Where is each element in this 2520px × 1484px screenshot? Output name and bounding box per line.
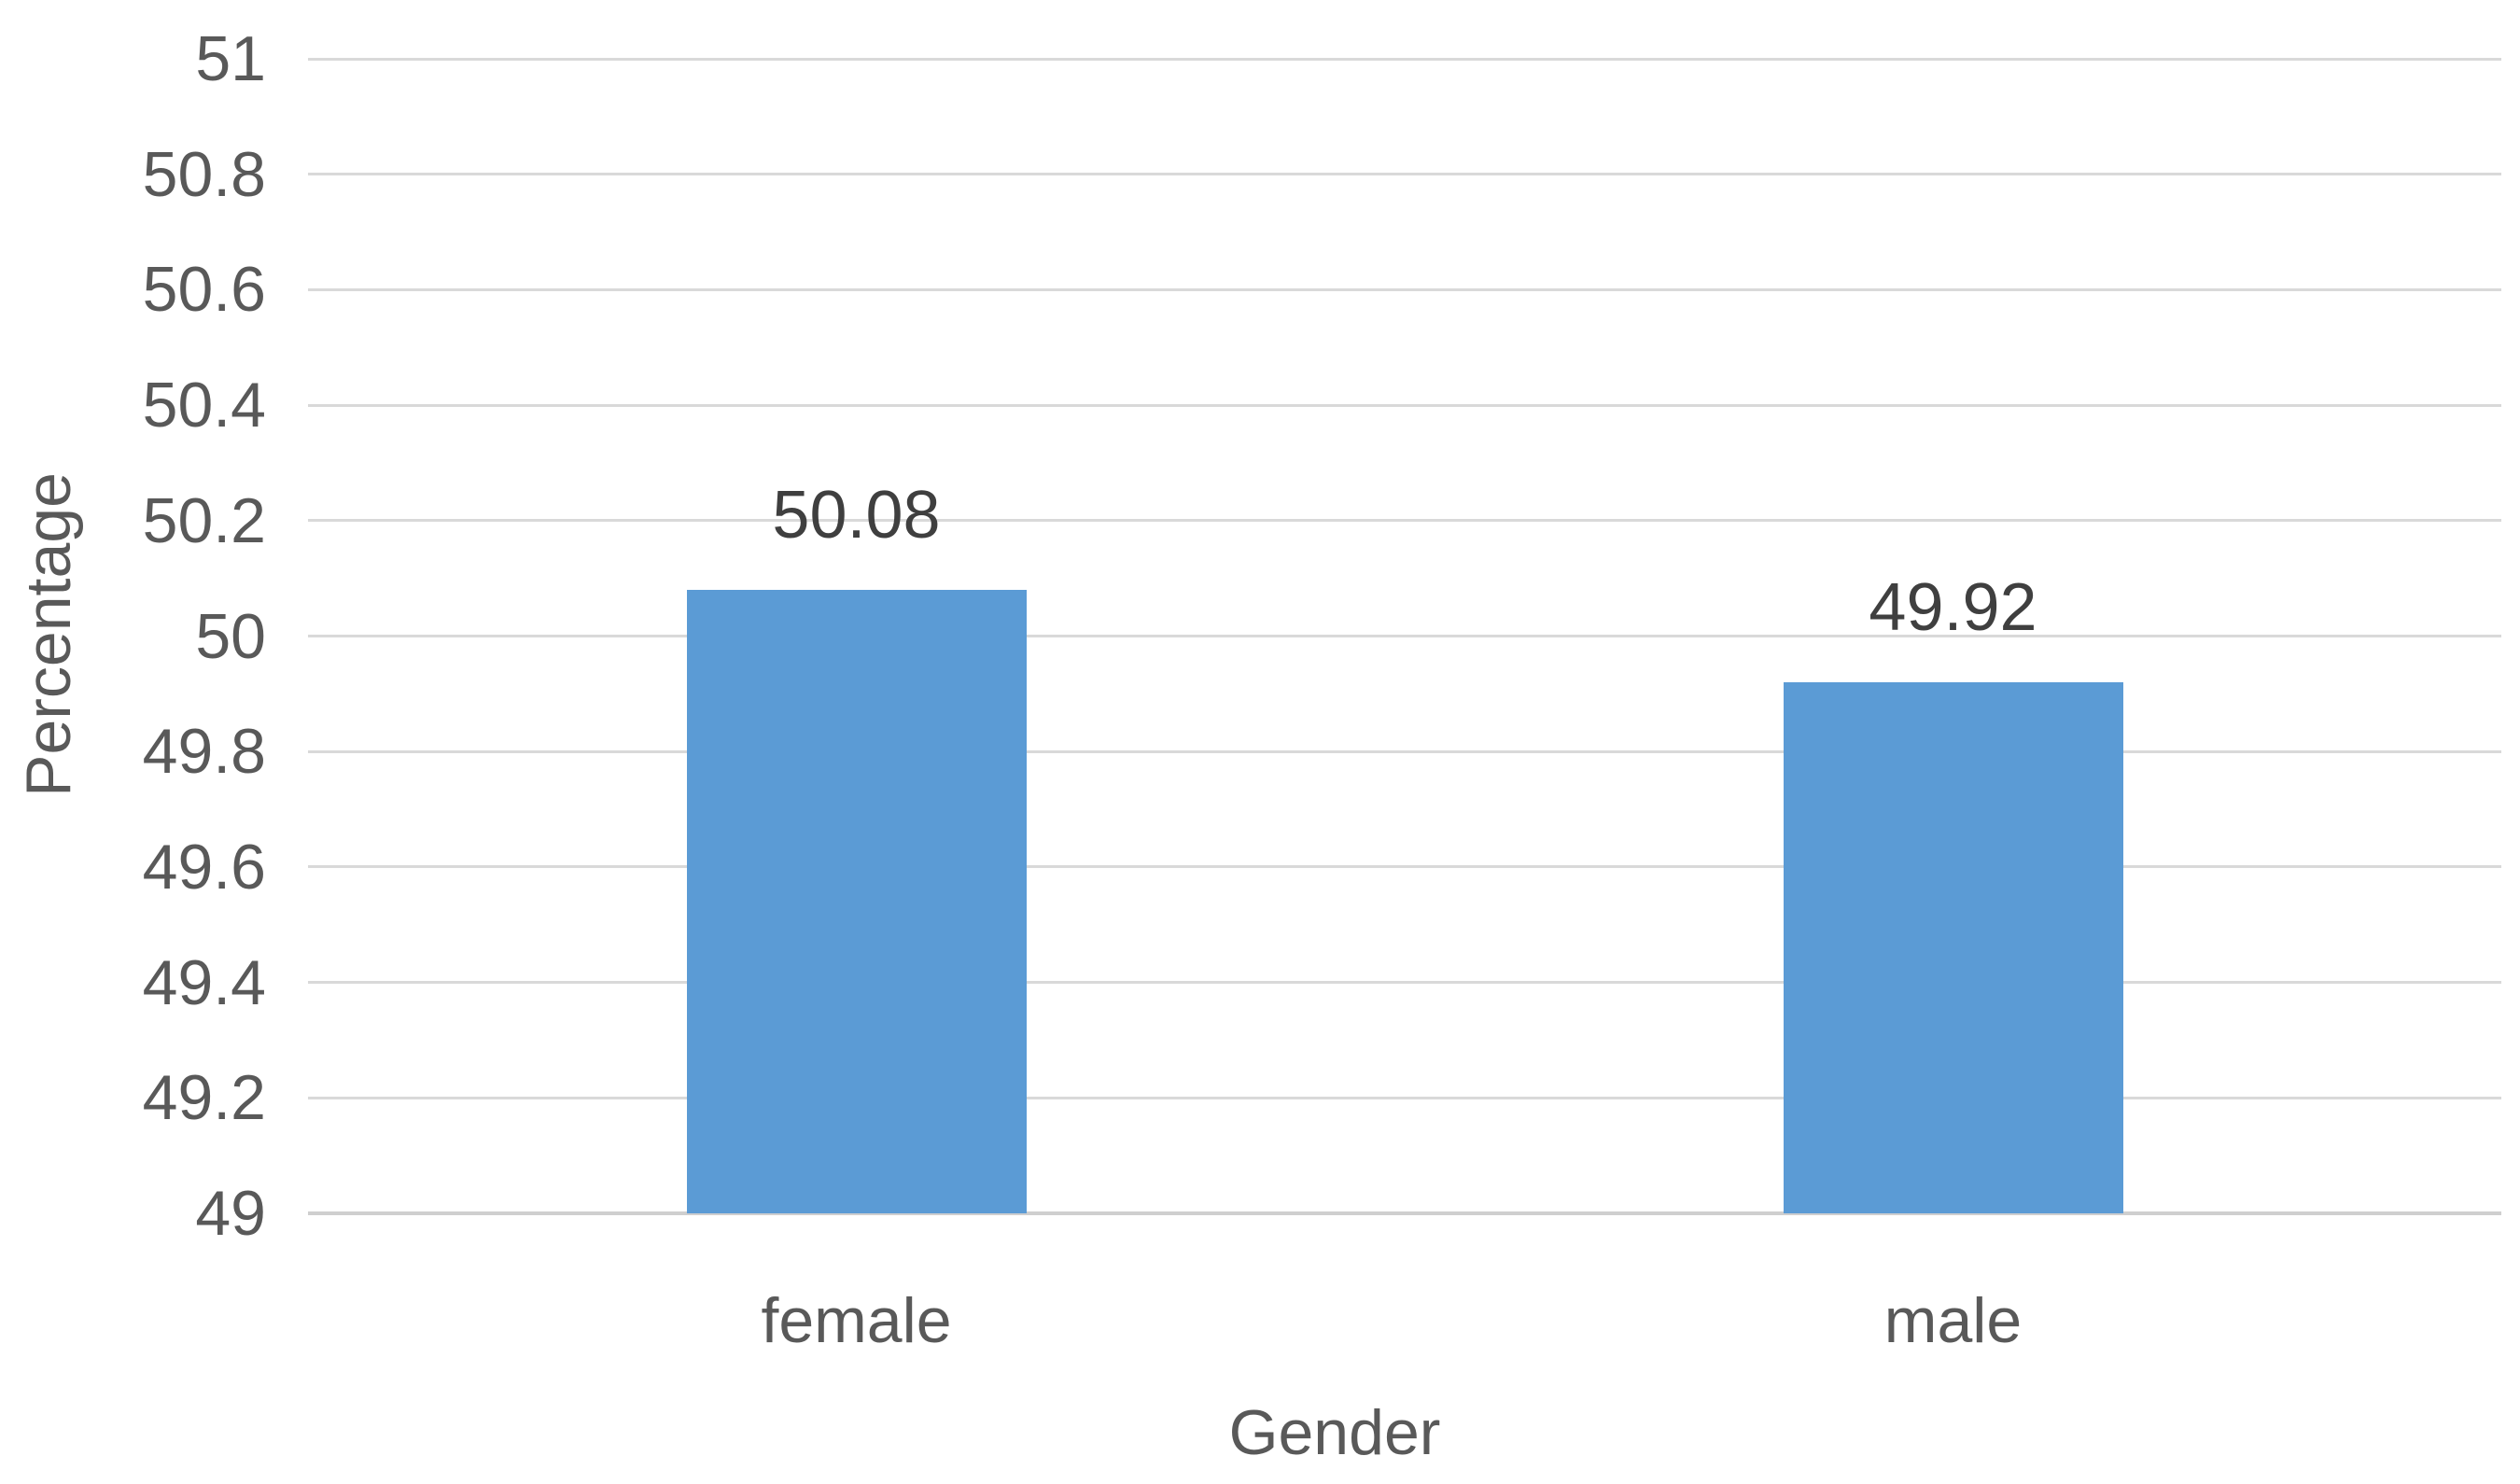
y-tick-label: 49.4 — [142, 946, 266, 1018]
gridline — [308, 1096, 2501, 1099]
y-tick-label: 50.8 — [142, 138, 266, 210]
data-label-male: 49.92 — [1869, 569, 2037, 645]
y-tick-label: 50.4 — [142, 370, 266, 441]
gridline — [308, 287, 2501, 291]
y-tick-label: 50 — [195, 600, 266, 672]
gridline — [308, 173, 2501, 176]
y-tick-label: 49.6 — [142, 831, 266, 903]
gridline — [308, 519, 2501, 523]
y-tick-label: 49.2 — [142, 1062, 266, 1134]
x-axis-line — [308, 1211, 2501, 1215]
x-tick-label-female: female — [761, 1285, 952, 1356]
gridline — [308, 981, 2501, 985]
x-tick-label-male: male — [1883, 1285, 2023, 1356]
bar-male — [1783, 681, 2123, 1213]
gridline — [308, 57, 2501, 61]
gridline — [308, 635, 2501, 637]
y-tick-label: 50.6 — [142, 254, 266, 326]
y-tick-label: 49 — [195, 1178, 266, 1249]
gridline — [308, 865, 2501, 869]
y-tick-label: 51 — [195, 23, 266, 94]
x-axis-title: Gender — [1228, 1397, 1441, 1468]
y-tick-label: 50.2 — [142, 484, 266, 556]
gridline — [308, 403, 2501, 407]
gridline — [308, 749, 2501, 753]
data-label-female: 50.08 — [772, 478, 941, 553]
plot-area — [308, 57, 2501, 1215]
y-tick-label: 49.8 — [142, 716, 266, 788]
bar-female — [686, 590, 1027, 1213]
